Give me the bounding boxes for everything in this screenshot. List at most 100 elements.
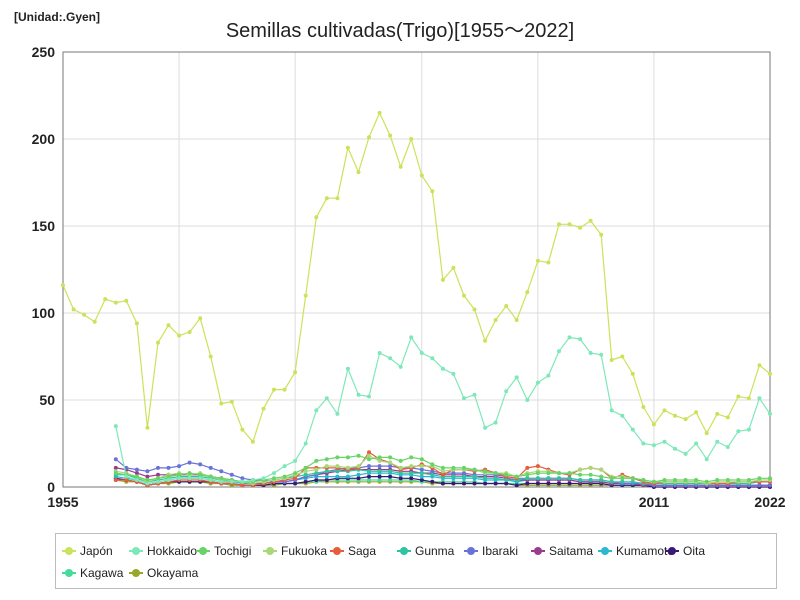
legend-item-gunma: Gunma	[397, 540, 464, 562]
data-point-tochigi	[398, 458, 403, 463]
legend-marker	[464, 546, 478, 556]
data-point-oita	[356, 476, 361, 481]
data-point-jap-n	[61, 283, 65, 288]
data-point-ibaraki	[462, 471, 466, 476]
data-point-gunma	[430, 472, 435, 477]
data-point-jap-n	[462, 293, 466, 298]
legend-label: Oita	[683, 544, 706, 558]
data-point-hokkaido	[588, 351, 593, 355]
data-point-ibaraki	[166, 465, 171, 470]
legend-label: Saitama	[549, 544, 594, 558]
data-point-tochigi	[757, 476, 762, 481]
x-tick-label: 1966	[163, 494, 194, 510]
data-point-ibaraki	[240, 476, 245, 481]
series-lines	[61, 110, 772, 489]
x-axis: 1955 1966 1977 1989 2000 2011 2022	[47, 494, 785, 510]
y-tick-label: 200	[32, 131, 56, 147]
data-point-oita	[504, 481, 509, 486]
data-point-jap-n	[419, 173, 424, 178]
legend-label: Japón	[80, 544, 113, 558]
data-point-jap-n	[546, 260, 551, 265]
data-point-hokkaido	[757, 396, 762, 401]
data-point-oita	[451, 481, 456, 486]
legend: Japón Hokkaido Tochigi Fukuoka Saga Gunma Ibar…	[55, 533, 777, 589]
series-line-hokkaido	[115, 336, 771, 485]
data-point-tochigi	[324, 457, 329, 462]
data-point-fukuoka	[398, 465, 403, 470]
data-point-ibaraki	[419, 467, 424, 472]
legend-label: Gunma	[415, 544, 455, 558]
data-point-tochigi	[462, 465, 466, 470]
data-point-oita	[377, 474, 382, 479]
data-point-oita	[567, 481, 572, 486]
data-point-tochigi	[514, 474, 519, 479]
y-tick-label: 50	[39, 392, 55, 408]
data-point-tochigi	[282, 474, 287, 479]
data-point-jap-n	[451, 265, 456, 270]
data-point-jap-n	[134, 321, 139, 326]
data-point-jap-n	[641, 405, 646, 409]
data-point-jap-n	[662, 408, 667, 413]
data-point-jap-n	[187, 330, 192, 335]
data-point-hokkaido	[398, 364, 403, 369]
legend-item-jap-n: Japón	[62, 540, 129, 562]
legend-label: Kumamoto	[616, 544, 675, 558]
data-point-hokkaido	[124, 474, 129, 479]
legend-label: Fukuoka	[281, 544, 328, 558]
data-point-jap-n	[409, 137, 414, 141]
data-point-kumamoto	[324, 474, 329, 479]
data-point-oita	[546, 481, 551, 486]
data-point-jap-n	[525, 290, 530, 295]
data-point-tochigi	[588, 472, 593, 477]
data-point-oita	[303, 479, 308, 484]
data-point-hokkaido	[525, 398, 530, 402]
data-point-tochigi	[694, 478, 699, 482]
data-point-fukuoka	[303, 469, 308, 474]
data-point-tochigi	[419, 457, 424, 462]
data-point-tochigi	[651, 479, 656, 484]
data-point-jap-n	[483, 338, 488, 343]
data-point-jap-n	[388, 133, 393, 138]
data-point-hokkaido	[715, 439, 720, 444]
legend-item-okayama: Okayama	[129, 562, 198, 584]
data-point-fukuoka	[440, 469, 445, 474]
data-point-hokkaido	[293, 458, 298, 463]
data-point-tochigi	[345, 455, 350, 460]
legend-marker	[598, 546, 612, 556]
data-point-gunma	[314, 471, 319, 476]
data-point-hokkaido	[282, 464, 287, 469]
data-point-oita	[430, 479, 435, 484]
data-point-oita	[472, 481, 477, 486]
data-point-hokkaido	[166, 478, 171, 482]
legend-marker	[62, 568, 76, 578]
legend-item-saga: Saga	[330, 540, 397, 562]
data-point-gunma	[535, 476, 540, 481]
data-point-hokkaido	[641, 441, 646, 446]
data-point-tochigi	[493, 471, 498, 476]
data-point-hokkaido	[134, 478, 139, 482]
data-point-gunma	[451, 474, 456, 479]
data-point-hokkaido	[683, 451, 688, 456]
data-point-ibaraki	[430, 469, 435, 474]
legend-marker	[196, 546, 210, 556]
data-point-jap-n	[609, 358, 614, 362]
data-point-jap-n	[324, 196, 329, 201]
data-point-fukuoka	[578, 467, 583, 472]
data-point-tochigi	[451, 465, 456, 470]
data-point-kumamoto	[335, 474, 340, 479]
data-point-saitama	[145, 474, 150, 479]
data-point-oita	[557, 481, 561, 486]
data-point-jap-n	[651, 422, 656, 427]
data-point-gunma	[546, 476, 551, 481]
data-point-gunma	[462, 474, 466, 479]
x-tick-label: 1989	[406, 494, 437, 510]
data-point-oita	[324, 478, 329, 482]
data-point-kumamoto	[419, 474, 424, 479]
legend-marker	[397, 546, 411, 556]
data-point-gunma	[398, 471, 403, 476]
data-point-hokkaido	[113, 424, 118, 429]
data-point-hokkaido	[736, 429, 741, 434]
data-point-jap-n	[166, 323, 171, 328]
data-point-hokkaido	[367, 394, 371, 399]
data-point-hokkaido	[198, 476, 203, 481]
